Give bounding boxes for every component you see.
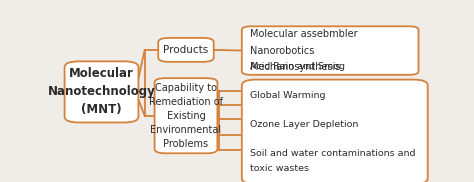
FancyBboxPatch shape	[155, 78, 218, 153]
Text: Acid Rain and Smog

Global Warming

Ozone Layer Depletion

Soil and water contam: Acid Rain and Smog Global Warming Ozone …	[250, 62, 416, 182]
Text: Capability to
Remediation of
Existing
Environmental
Problems: Capability to Remediation of Existing En…	[149, 83, 223, 149]
FancyBboxPatch shape	[242, 80, 428, 182]
Text: Molecular assebmbler
Nanorobotics
Mechanosynthesis: Molecular assebmbler Nanorobotics Mechan…	[250, 29, 358, 72]
FancyBboxPatch shape	[64, 61, 138, 122]
FancyBboxPatch shape	[158, 38, 214, 62]
Text: Products: Products	[164, 45, 209, 55]
Text: Molecular
Nanotechnology
(MNT): Molecular Nanotechnology (MNT)	[47, 67, 155, 116]
FancyBboxPatch shape	[242, 26, 419, 75]
